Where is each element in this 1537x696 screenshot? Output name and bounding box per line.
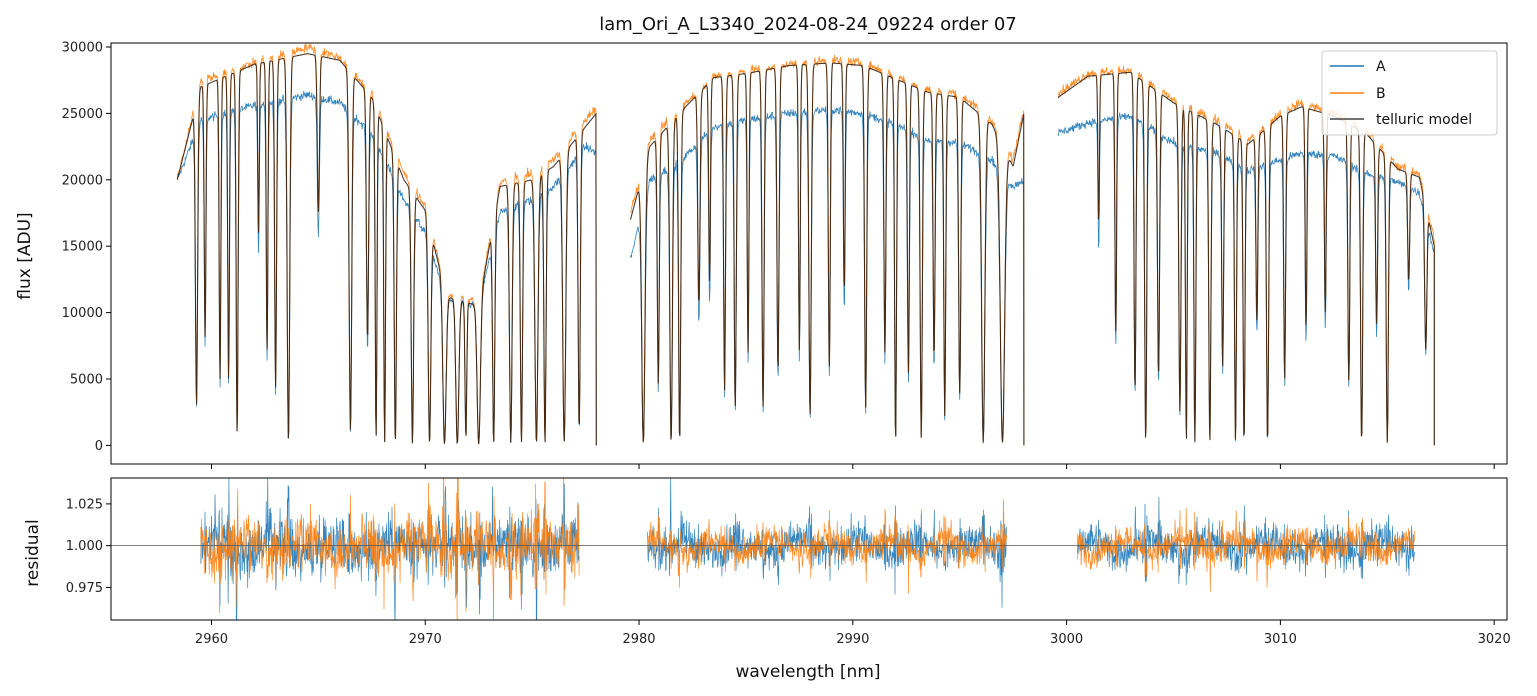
residual-x-tick-label: 2990 (836, 632, 869, 647)
x-axis-label: wavelength [nm] (735, 662, 880, 682)
legend-label-model: telluric model (1376, 112, 1472, 128)
residual-axes-frame (110, 477, 1508, 621)
residual-x-tick-label: 2960 (195, 632, 228, 647)
legend-label-b: B (1376, 86, 1386, 102)
flux-axes-frame (110, 42, 1508, 465)
legend-box (1321, 50, 1498, 136)
residual-y-tick-label: 0.975 (66, 581, 103, 596)
flux-y-tick-label: 0 (95, 439, 103, 454)
flux-y-tick-label: 25000 (62, 107, 103, 122)
flux-y-tick-label: 30000 (62, 40, 103, 55)
residual-x-tick-label: 3020 (1478, 632, 1511, 647)
telluric-model-line (176, 53, 1435, 446)
residual-panel: 0.975 1.000 1.025 2960 2970 2980 2990 3000 3010… (23, 477, 1511, 682)
flux-y-tick-label: 15000 (62, 240, 103, 255)
residual-x-tick-label: 2980 (622, 632, 655, 647)
residual-x-tick-label: 3000 (1050, 632, 1083, 647)
residual-y-tick-label: 1.025 (66, 497, 103, 512)
legend-label-a: A (1376, 59, 1386, 75)
residual-x-tick-label: 2970 (409, 632, 442, 647)
flux-y-axis-label: flux [ADU] (15, 212, 35, 299)
flux-y-tick-label: 20000 (62, 173, 103, 188)
residual-y-tick-label: 1.000 (66, 539, 103, 554)
flux-y-tick-label: 10000 (62, 306, 103, 321)
residual-y-axis-label: residual (23, 519, 43, 586)
legend: A B telluric model (1321, 50, 1498, 136)
chart-title: lam_Ori_A_L3340_2024-08-24_09224 order 0… (599, 14, 1017, 35)
flux-panel: 0 5000 10000 15000 20000 25000 30000 flux [ADU… (15, 40, 1508, 469)
flux-y-tick-label: 5000 (70, 373, 103, 388)
residual-x-tick-label: 3010 (1264, 632, 1297, 647)
